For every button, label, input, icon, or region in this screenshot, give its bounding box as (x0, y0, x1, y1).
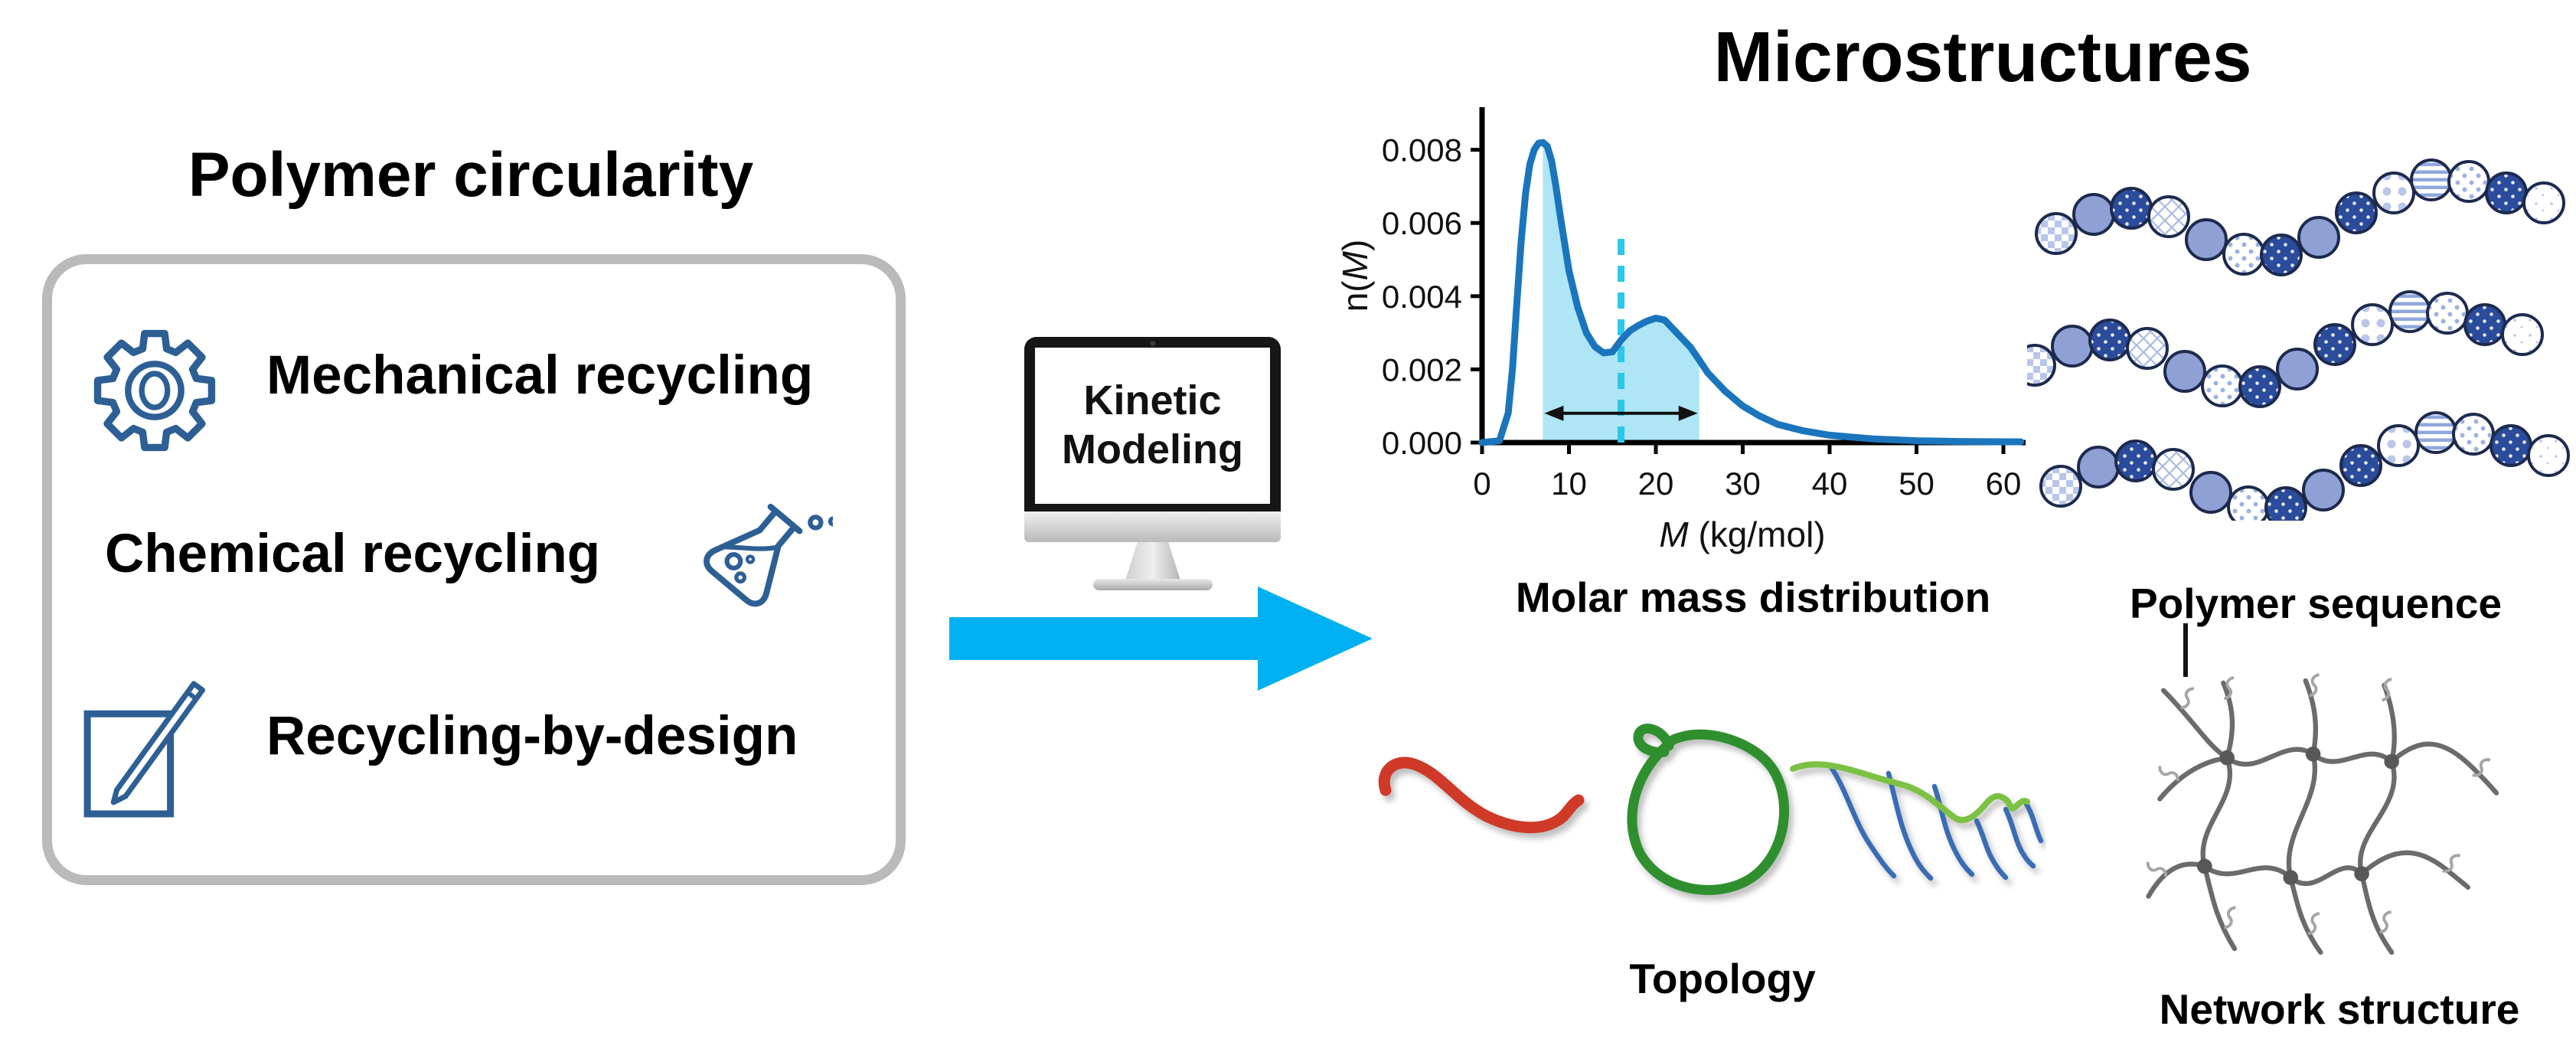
x-axis-label: M (kg/mol) (1659, 515, 1825, 554)
network-structure-caption: Network structure (2159, 985, 2520, 1033)
y-axis-label: n(M) (1335, 240, 1375, 312)
svg-text:10: 10 (1551, 466, 1587, 502)
polymer-sequence-caption: Polymer sequence (2129, 580, 2503, 627)
molar-mass-distribution-caption: Molar mass distribution (1515, 574, 1991, 621)
monitor-icon: Kinetic Modeling (1024, 337, 1281, 511)
svg-text:0.002: 0.002 (1382, 351, 1462, 387)
svg-text:0: 0 (1473, 466, 1490, 502)
monitor-chin (1024, 511, 1281, 542)
monitor-screen: Kinetic Modeling (1035, 348, 1270, 504)
svg-text:0.006: 0.006 (1382, 205, 1462, 241)
sequence-leader-line (2183, 623, 2188, 677)
svg-text:40: 40 (1812, 466, 1848, 502)
chemical-recycling-label: Chemical recycling (105, 524, 601, 584)
monitor-camera-dot (1150, 341, 1155, 346)
topology-illustration (1378, 724, 2044, 895)
svg-text:30: 30 (1725, 466, 1761, 502)
kinetic-modeling-text-line1: Kinetic (1083, 377, 1222, 424)
kinetic-modeling-text-line2: Modeling (1062, 426, 1243, 472)
notepad-pencil-icon (83, 681, 206, 818)
branched-polymer-icon (1790, 761, 2044, 881)
bead-chain (2039, 411, 2570, 521)
flow-arrow-body (949, 617, 1259, 660)
recycling-by-design-label: Recycling-by-design (266, 706, 798, 766)
monitor-stand-neck (1125, 542, 1180, 580)
distribution-curve (1478, 139, 2025, 446)
polymer-sequence-illustration (2027, 158, 2570, 521)
y-axis-ticks: 0.000 0.002 0.004 0.006 0.008 (1382, 132, 1482, 461)
linear-chain-icon (1378, 757, 1585, 834)
gear-icon (93, 329, 216, 452)
ring-polymer-icon (1627, 724, 1790, 895)
flask-icon (704, 503, 833, 607)
x-axis-ticks: 0 10 20 30 40 50 60 (1473, 443, 2021, 502)
width-double-arrow (1544, 405, 1698, 421)
bead-chain (2027, 290, 2544, 408)
polymer-circularity-title: Polymer circularity (188, 140, 754, 210)
svg-text:50: 50 (1899, 466, 1934, 502)
cut-mark-squiggles (2143, 672, 2492, 937)
svg-text:60: 60 (1986, 466, 2022, 502)
mechanical-recycling-label: Mechanical recycling (266, 345, 814, 406)
microstructures-title: Microstructures (1713, 17, 2252, 96)
flow-arrow-head-icon (1258, 587, 1373, 691)
monitor-stand-base (1093, 579, 1213, 590)
topology-caption: Topology (1629, 955, 1816, 1002)
svg-text:20: 20 (1638, 466, 1674, 502)
crosslink-nodes (2197, 747, 2399, 885)
network-structure-illustration (2143, 672, 2499, 955)
network-strands (2146, 678, 2499, 955)
svg-text:0.008: 0.008 (1382, 132, 1462, 168)
branches (1828, 764, 2044, 881)
bead-chain (2035, 158, 2565, 276)
backbone (1790, 761, 2030, 823)
svg-text:0.004: 0.004 (1382, 279, 1462, 315)
shaded-area (1543, 142, 1699, 443)
svg-text:0.000: 0.000 (1382, 425, 1462, 461)
